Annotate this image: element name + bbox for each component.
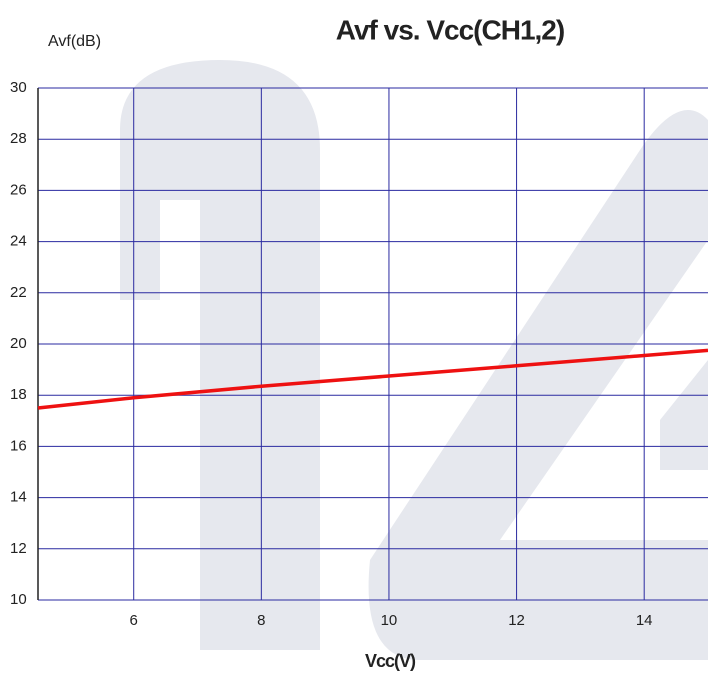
x-tick-label: 10 bbox=[381, 612, 398, 629]
x-tick-label: 8 bbox=[257, 612, 265, 629]
y-tick-label: 30 bbox=[10, 79, 27, 96]
y-tick-label: 28 bbox=[10, 130, 27, 147]
x-axis-label: Vcc(V) bbox=[365, 651, 416, 671]
y-tick-label: 16 bbox=[10, 437, 27, 454]
chart-title: Avf vs. Vcc(CH1,2) bbox=[336, 14, 564, 45]
watermark bbox=[120, 60, 708, 660]
y-tick-label: 10 bbox=[10, 591, 27, 608]
y-tick-label: 20 bbox=[10, 335, 27, 352]
y-tick-label: 12 bbox=[10, 540, 27, 557]
data-line bbox=[37, 348, 708, 410]
y-tick-label: 22 bbox=[10, 284, 27, 301]
x-tick-label: 6 bbox=[130, 612, 138, 629]
y-tick-label: 24 bbox=[10, 233, 27, 250]
y-tick-label: 26 bbox=[10, 181, 27, 198]
x-tick-label: 14 bbox=[636, 612, 653, 629]
y-tick-label: 18 bbox=[10, 386, 27, 403]
y-tick-label: 14 bbox=[10, 489, 27, 506]
y-axis-label: Avf(dB) bbox=[48, 33, 101, 50]
x-tick-label: 12 bbox=[508, 612, 525, 629]
